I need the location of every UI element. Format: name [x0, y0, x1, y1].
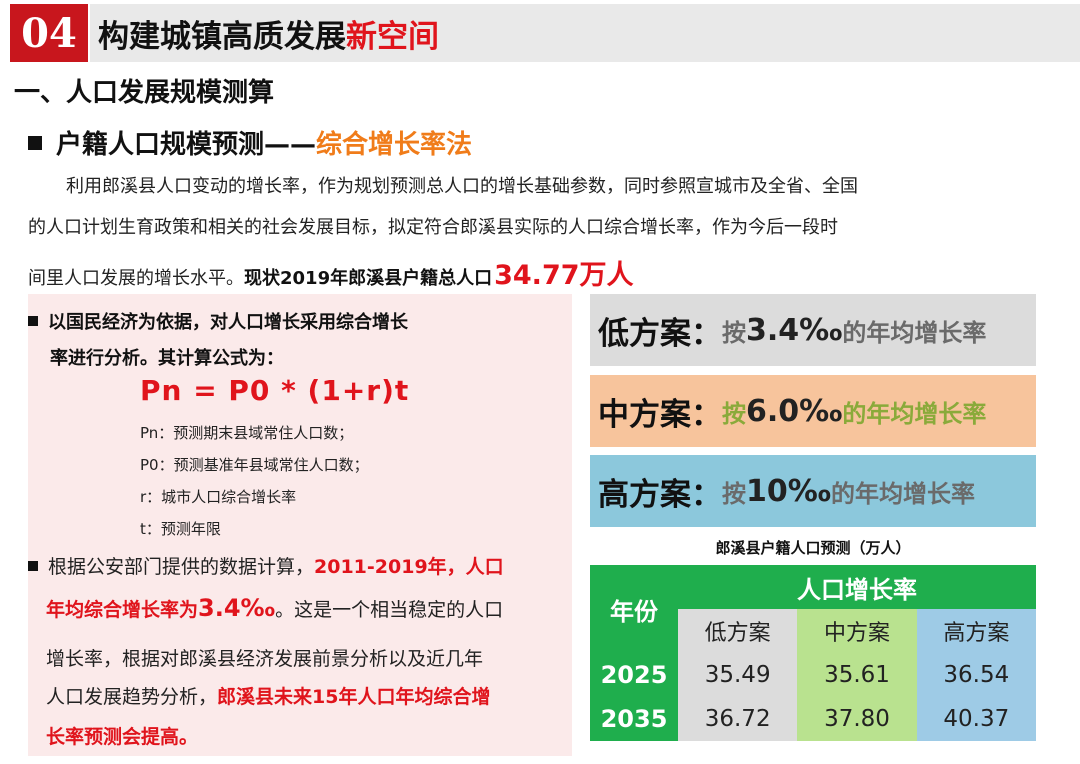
- scenario-mid-label: 中方案：: [598, 396, 722, 433]
- method-panel: 以国民经济为依据，对人口增长采用综合增长 率进行分析。其计算公式为： Pn = …: [28, 294, 572, 756]
- cell-mid: 35.61: [797, 653, 917, 697]
- scenario-high-post: 的年均增长率: [830, 479, 975, 508]
- definition-pn: Pn：预测期末县域常住人口数；: [140, 424, 354, 442]
- scenario-low-rate: 3.4‰: [746, 312, 843, 348]
- cell-high: 40.37: [916, 697, 1036, 741]
- method-point-2-line4: 人口发展趋势分析，郎溪县未来15年人口年均综合增: [46, 682, 490, 709]
- rate-comment: 。这是一个相当稳定的人口: [275, 599, 504, 621]
- row-year: 2025: [590, 653, 678, 697]
- method-point-1-cont: 率进行分析。其计算公式为：: [50, 348, 284, 369]
- scenario-mid-rate: 6.0‰: [746, 393, 843, 429]
- page-title-accent: 新空间: [346, 18, 439, 55]
- definition-r: r：城市人口综合增长率: [140, 488, 297, 506]
- title-band: 构建城镇高质发展 新空间: [90, 4, 1080, 62]
- row-year: 2035: [590, 697, 678, 741]
- cell-low: 36.72: [678, 697, 798, 741]
- intro-line-3-bold: 现状2019年郎溪县户籍总人口: [244, 268, 493, 289]
- cell-low: 35.49: [678, 653, 798, 697]
- growth-formula: Pn = P0 * (1+r)t: [140, 374, 410, 407]
- definition-t: t：预测年限: [140, 520, 221, 538]
- cell-high: 36.54: [916, 653, 1036, 697]
- year-header: 年份: [590, 565, 678, 653]
- scenario-low-pre: 按: [722, 318, 746, 347]
- intro-line-3-plain: 间里人口发展的增长水平。: [28, 268, 244, 289]
- method-point-2-line3: 增长率，根据对郎溪县经济发展前景分析以及近几年: [46, 648, 484, 670]
- scenario-low-card: 低方案：按 3.4‰ 的年均增长率: [590, 294, 1036, 366]
- scenario-high-rate: 10‰: [746, 473, 831, 509]
- trend-red-cont: 长率预测会提高。: [46, 726, 199, 748]
- scenario-high-label: 高方案：: [598, 476, 722, 513]
- section-number-badge: 04: [10, 4, 88, 62]
- trend-plain: 人口发展趋势分析，: [46, 686, 218, 708]
- column-low: 低方案: [678, 609, 798, 653]
- scenario-high-pre: 按: [722, 479, 746, 508]
- method-point-2-line5: 长率预测会提高。: [46, 722, 198, 749]
- intro-line-3: 间里人口发展的增长水平。 现状2019年郎溪县户籍总人口 34.77万人: [28, 253, 634, 292]
- intro-line-1: 利用郎溪县人口变动的增长率，作为规划预测总人口的增长基础参数，同时参照宣城市及全…: [66, 176, 858, 197]
- subsection-heading: 户籍人口规模预测——综合增长率法: [28, 124, 472, 161]
- population-forecast-table: 年份 人口增长率 低方案 中方案 高方案 2025 35.49 35.61 36…: [590, 565, 1036, 741]
- scenario-mid-post: 的年均增长率: [842, 399, 987, 428]
- square-bullet-icon: [28, 560, 38, 571]
- method-point-2-line2: 年均综合增长率为3.4‰。这是一个相当稳定的人口: [46, 594, 503, 622]
- square-bullet-icon: [28, 316, 38, 326]
- method-point-1-text: 以国民经济为依据，对人口增长采用综合增长: [48, 312, 408, 333]
- table-row: 2035 36.72 37.80 40.37: [590, 697, 1036, 741]
- definition-p0: P0：预测基准年县域常住人口数；: [140, 456, 369, 474]
- table-title: 郎溪县户籍人口预测（万人）: [715, 539, 911, 557]
- method-point-1: 以国民经济为依据，对人口增长采用综合增长: [28, 308, 408, 334]
- trend-red: 郎溪县未来15年人口年均综合增: [217, 686, 491, 708]
- table-row: 2025 35.49 35.61 36.54: [590, 653, 1036, 697]
- section-heading: 一、人口发展规模测算: [14, 78, 275, 108]
- subsection-heading-accent: 综合增长率法: [316, 130, 473, 160]
- population-highlight: 34.77万人: [494, 260, 634, 291]
- rate-value: 3.4‰: [198, 594, 276, 622]
- cell-mid: 37.80: [797, 697, 917, 741]
- method-point-2-red: 2011-2019年，人口: [314, 556, 504, 578]
- column-mid: 中方案: [797, 609, 917, 653]
- method-point-2: 根据公安部门提供的数据计算，2011-2019年，人口: [28, 552, 504, 579]
- subsection-heading-main: 户籍人口规模预测——: [56, 130, 317, 160]
- scenario-low-post: 的年均增长率: [842, 318, 987, 347]
- scenario-high-card: 高方案：按 10‰ 的年均增长率: [590, 455, 1036, 527]
- square-bullet-icon: [28, 135, 42, 150]
- column-high: 高方案: [916, 609, 1036, 653]
- rate-label: 年均综合增长率为: [46, 599, 199, 621]
- scenario-mid-pre: 按: [722, 399, 746, 428]
- page-title: 构建城镇高质发展: [98, 18, 346, 55]
- method-point-2-plain: 根据公安部门提供的数据计算，: [48, 556, 315, 578]
- growth-rate-header: 人口增长率: [678, 565, 1036, 609]
- scenario-mid-card: 中方案：按 6.0‰ 的年均增长率: [590, 375, 1036, 447]
- intro-line-2: 的人口计划生育政策和相关的社会发展目标，拟定符合郎溪县实际的人口综合增长率，作为…: [28, 217, 838, 238]
- scenario-low-label: 低方案：: [598, 315, 722, 352]
